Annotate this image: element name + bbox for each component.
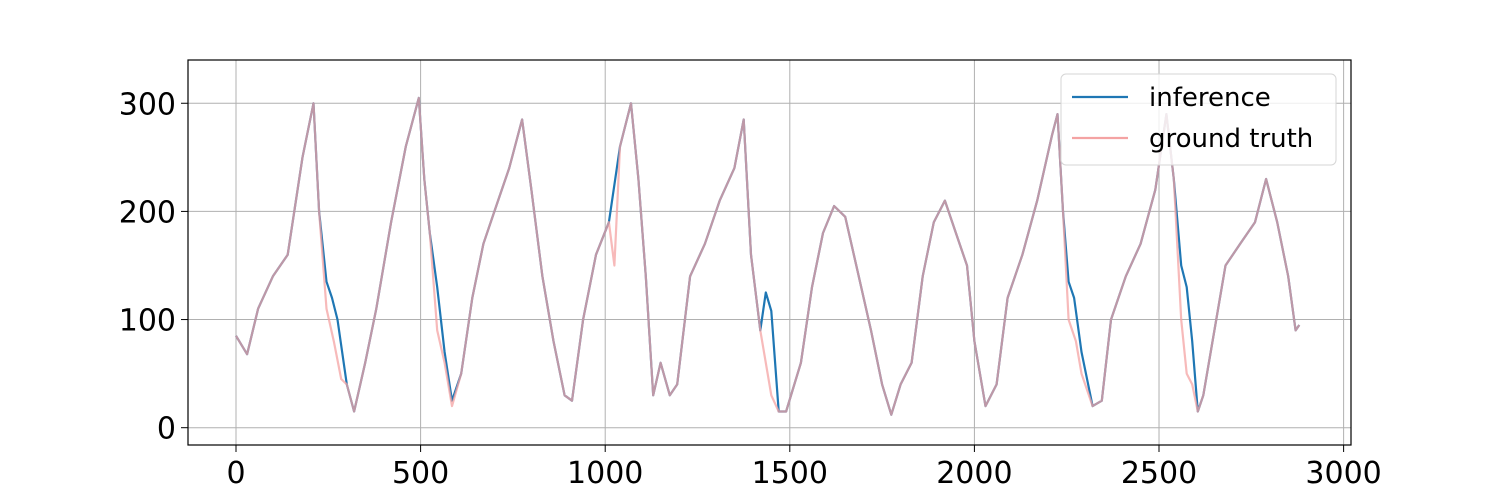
series-layer <box>235 96 1301 416</box>
x-tick-label: 0 <box>226 456 245 491</box>
x-tick-label: 3000 <box>1305 456 1381 491</box>
y-tick-label: 100 <box>119 304 176 339</box>
y-axis: 0 100 200 300 <box>119 87 188 447</box>
x-tick-label: 2000 <box>936 456 1012 491</box>
x-axis: 0 500 1000 1500 2000 2500 3000 <box>226 445 1382 491</box>
x-tick-label: 500 <box>392 456 449 491</box>
x-tick-label: 1500 <box>752 456 828 491</box>
x-tick-label: 1000 <box>567 456 643 491</box>
y-tick-label: 300 <box>119 87 176 122</box>
series-line-ground-truth <box>235 96 1301 416</box>
y-tick-label: 200 <box>119 195 176 230</box>
legend: inference ground truth <box>1060 73 1337 166</box>
legend-label-inference: inference <box>1149 83 1271 113</box>
plot-area-frame <box>187 59 1352 446</box>
x-tick-label: 2500 <box>1121 456 1197 491</box>
legend-label-ground-truth: ground truth <box>1149 124 1313 154</box>
y-tick-label: 0 <box>157 412 176 447</box>
legend-box <box>1060 73 1337 166</box>
